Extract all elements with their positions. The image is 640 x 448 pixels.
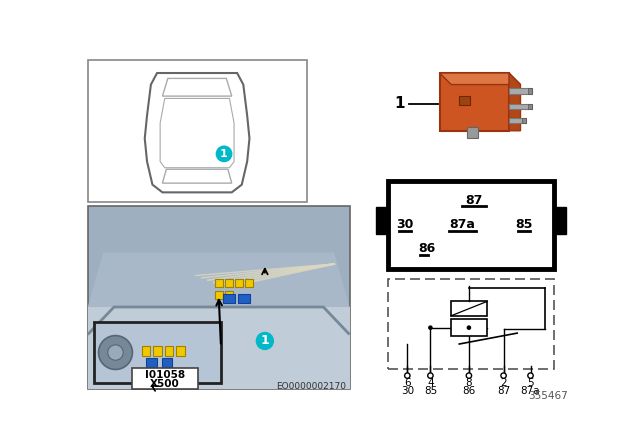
Bar bbox=[153, 346, 162, 356]
Text: 1: 1 bbox=[260, 335, 269, 348]
Text: 87: 87 bbox=[497, 386, 510, 396]
Bar bbox=[235, 280, 243, 287]
Bar bbox=[509, 118, 526, 123]
Text: 87a: 87a bbox=[450, 218, 476, 231]
Bar bbox=[528, 104, 532, 109]
Text: 30: 30 bbox=[401, 386, 414, 396]
Bar bbox=[88, 335, 349, 389]
Text: X500: X500 bbox=[150, 379, 180, 389]
Text: EO0000002170: EO0000002170 bbox=[276, 382, 346, 391]
Bar bbox=[509, 88, 532, 94]
Bar bbox=[176, 346, 185, 356]
Text: 87a: 87a bbox=[521, 386, 540, 396]
Bar bbox=[554, 207, 566, 234]
Bar bbox=[215, 280, 223, 287]
Bar bbox=[88, 60, 307, 202]
Bar bbox=[88, 307, 349, 389]
Circle shape bbox=[501, 373, 506, 378]
Text: 6: 6 bbox=[404, 378, 411, 388]
Circle shape bbox=[467, 325, 471, 330]
Bar bbox=[132, 368, 198, 389]
Text: I01058: I01058 bbox=[145, 370, 185, 380]
Bar bbox=[238, 294, 250, 303]
Bar bbox=[88, 206, 349, 389]
Bar bbox=[164, 346, 173, 356]
Polygon shape bbox=[88, 252, 349, 307]
Circle shape bbox=[108, 345, 123, 360]
Bar bbox=[522, 118, 526, 123]
Text: 5: 5 bbox=[527, 378, 534, 388]
Bar bbox=[388, 181, 554, 269]
Text: 86: 86 bbox=[418, 242, 435, 255]
Text: 85: 85 bbox=[515, 218, 532, 231]
Bar bbox=[459, 96, 470, 105]
Bar bbox=[162, 358, 172, 367]
Text: 30: 30 bbox=[396, 218, 413, 231]
Bar bbox=[376, 207, 388, 234]
Circle shape bbox=[257, 332, 273, 349]
Circle shape bbox=[99, 336, 132, 370]
Polygon shape bbox=[509, 73, 520, 131]
Text: 1: 1 bbox=[220, 149, 228, 159]
Circle shape bbox=[428, 373, 433, 378]
Text: 2: 2 bbox=[500, 378, 507, 388]
Bar bbox=[451, 302, 488, 316]
Text: 85: 85 bbox=[424, 386, 437, 396]
Bar bbox=[141, 346, 150, 356]
Polygon shape bbox=[88, 307, 349, 389]
Text: 86: 86 bbox=[462, 386, 476, 396]
Bar bbox=[245, 280, 253, 287]
Bar bbox=[451, 319, 488, 336]
Bar bbox=[509, 104, 532, 109]
Bar bbox=[467, 127, 478, 138]
Text: 355467: 355467 bbox=[529, 391, 568, 401]
Circle shape bbox=[466, 373, 472, 378]
Text: 4: 4 bbox=[427, 378, 434, 388]
Circle shape bbox=[404, 373, 410, 378]
Bar bbox=[225, 291, 232, 299]
Circle shape bbox=[428, 325, 433, 330]
Polygon shape bbox=[440, 73, 520, 85]
Circle shape bbox=[528, 373, 533, 378]
Circle shape bbox=[216, 146, 232, 162]
Bar bbox=[440, 73, 509, 131]
Bar bbox=[223, 294, 235, 303]
Bar bbox=[528, 88, 532, 94]
Text: 1: 1 bbox=[394, 96, 405, 111]
Bar bbox=[225, 280, 232, 287]
Bar bbox=[215, 291, 223, 299]
Bar bbox=[388, 279, 554, 370]
Bar bbox=[94, 322, 221, 383]
Text: 8: 8 bbox=[465, 378, 472, 388]
Text: 87: 87 bbox=[465, 194, 483, 207]
Bar bbox=[147, 358, 157, 367]
